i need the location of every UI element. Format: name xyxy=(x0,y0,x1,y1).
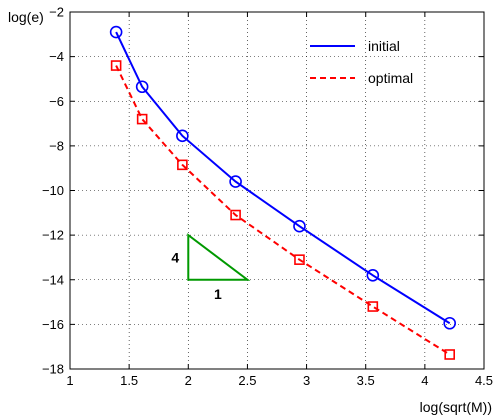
data-point-initial xyxy=(443,316,456,330)
x-tick-label: 1 xyxy=(66,373,73,388)
data-point-initial xyxy=(366,268,380,282)
data-point-initial xyxy=(293,219,306,233)
data-point-optimal xyxy=(177,159,188,171)
data-point-optimal xyxy=(230,209,241,221)
y-tick-label: −10 xyxy=(42,183,64,198)
y-axis-label: log(e) xyxy=(8,9,44,25)
data-point-optimal xyxy=(367,301,379,312)
axis-ticks: 1 1.5 2 2.5 3 3.5 4 4.5 −18 −16 −14 −12 −10 −8 −6 −4 −2 xyxy=(42,5,493,389)
x-tick-label: 3 xyxy=(303,373,310,388)
data-point-initial xyxy=(109,25,123,39)
series-line-optimal xyxy=(115,65,451,356)
x-tick-label: 2 xyxy=(185,373,192,388)
y-tick-label: −2 xyxy=(49,5,64,20)
data-point-optimal xyxy=(294,254,305,265)
data-point-initial xyxy=(176,129,189,143)
y-tick-label: −4 xyxy=(49,49,64,64)
slope-vertical-label: 4 xyxy=(171,249,179,265)
x-tick-label: 4.5 xyxy=(475,373,493,388)
y-tick-label: −8 xyxy=(49,138,64,153)
data-point-initial xyxy=(135,80,149,94)
data-point-optimal xyxy=(136,113,148,125)
x-tick-label: 3.5 xyxy=(357,373,375,388)
grid xyxy=(70,12,484,369)
y-tick-label: −16 xyxy=(42,317,64,332)
y-tick-label: −18 xyxy=(42,362,64,377)
slope-triangle: 41 xyxy=(171,233,251,302)
series-layer xyxy=(109,25,456,360)
x-tick-label: 4 xyxy=(421,373,428,388)
legend: initial optimal xyxy=(310,38,413,86)
x-tick-label: 2.5 xyxy=(238,373,256,388)
series-line-initial xyxy=(115,31,451,325)
data-point-optimal xyxy=(444,349,455,360)
data-point-initial xyxy=(229,175,242,188)
y-tick-label: −12 xyxy=(42,228,64,243)
x-axis-label: log(sqrt(M)) xyxy=(420,399,492,415)
x-tick-label: 1.5 xyxy=(120,373,138,388)
slope-horizontal-label: 1 xyxy=(214,286,222,302)
legend-label-initial: initial xyxy=(368,38,400,54)
slope-triangle-shape xyxy=(187,233,251,281)
y-tick-label: −14 xyxy=(42,272,64,287)
y-tick-label: −6 xyxy=(49,94,64,109)
legend-label-optimal: optimal xyxy=(368,70,413,86)
data-point-optimal xyxy=(110,60,122,71)
